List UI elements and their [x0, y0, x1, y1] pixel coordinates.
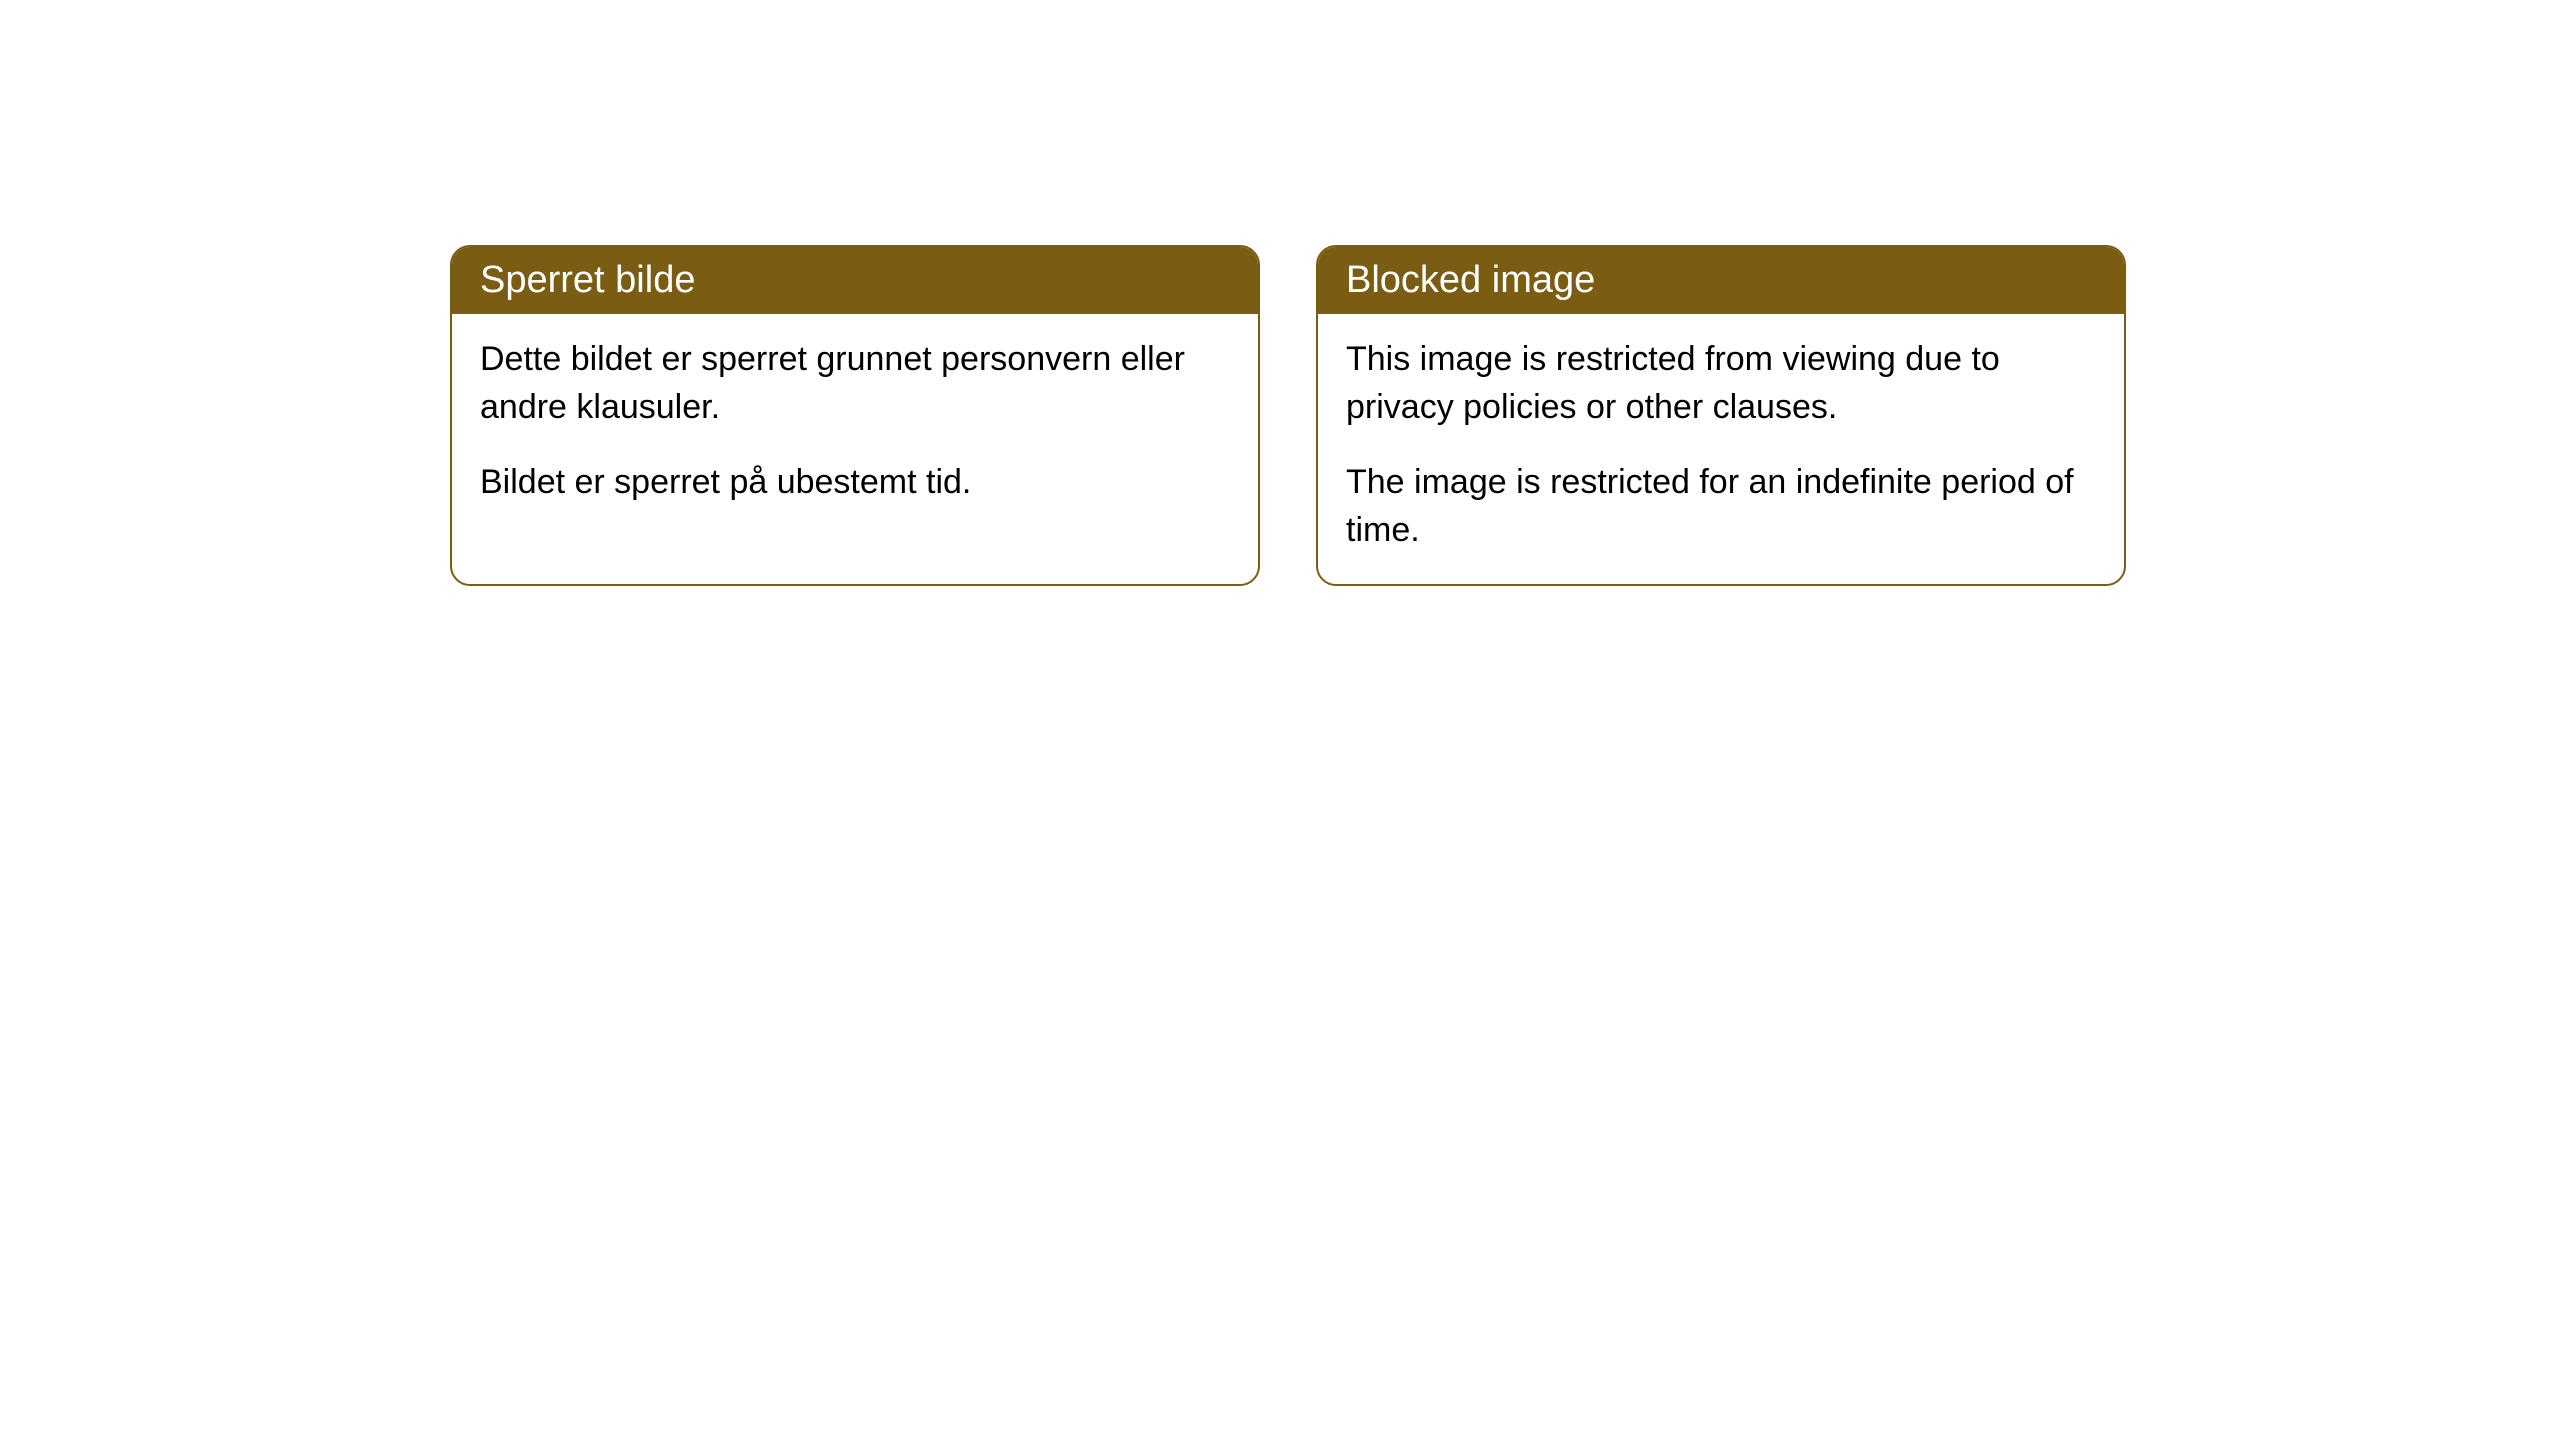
blocked-image-card-english: Blocked image This image is restricted f…: [1316, 245, 2126, 586]
card-body: This image is restricted from viewing du…: [1318, 314, 2124, 584]
card-title: Sperret bilde: [480, 259, 695, 301]
card-paragraph: Dette bildet er sperret grunnet personve…: [480, 336, 1230, 431]
card-paragraph: The image is restricted for an indefinit…: [1346, 459, 2096, 554]
card-paragraph: Bildet er sperret på ubestemt tid.: [480, 459, 1230, 507]
card-header: Blocked image: [1318, 247, 2124, 314]
card-paragraph: This image is restricted from viewing du…: [1346, 336, 2096, 431]
blocked-image-card-norwegian: Sperret bilde Dette bildet er sperret gr…: [450, 245, 1260, 586]
card-title: Blocked image: [1346, 259, 1595, 301]
cards-container: Sperret bilde Dette bildet er sperret gr…: [450, 245, 2126, 586]
card-body: Dette bildet er sperret grunnet personve…: [452, 314, 1258, 537]
card-header: Sperret bilde: [452, 247, 1258, 314]
